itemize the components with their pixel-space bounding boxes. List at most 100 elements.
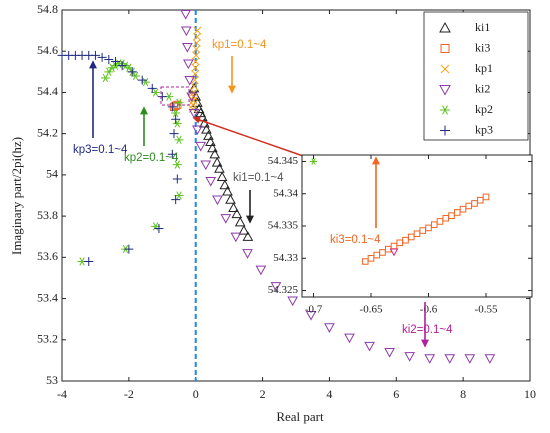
legend-marker xyxy=(440,125,450,136)
marker xyxy=(157,92,167,102)
marker xyxy=(184,75,196,86)
main-plot: -4 -2 0 2 4 6 8 10 53 53.2 53.4 53.6 53.8 54 54.2 54.4 5… xyxy=(37,2,536,401)
x-tick-label: 8 xyxy=(460,387,466,401)
zoom-arrow xyxy=(192,116,307,158)
marker xyxy=(181,26,192,37)
y-tick-label: 53.8 xyxy=(37,208,58,222)
marker xyxy=(367,254,375,262)
legend-label: kp1 xyxy=(475,61,493,75)
marker xyxy=(193,26,202,35)
marker xyxy=(465,202,473,210)
marker xyxy=(200,160,212,171)
y-tick-label: 54 xyxy=(46,167,58,181)
marker xyxy=(191,63,200,72)
marker xyxy=(228,202,239,212)
x-tick-label: -0.55 xyxy=(475,304,498,316)
y-tick-label: 53.6 xyxy=(37,249,58,263)
marker xyxy=(482,193,490,201)
x-tick-label: -0.65 xyxy=(360,304,383,316)
marker xyxy=(211,156,223,167)
marker xyxy=(255,265,267,276)
marker xyxy=(379,249,386,256)
legend-label: ki1 xyxy=(475,20,490,34)
annotation: ki2=0.1~4 xyxy=(402,324,453,336)
marker xyxy=(242,231,254,241)
legend-marker xyxy=(439,85,451,96)
marker xyxy=(137,75,147,85)
marker xyxy=(190,76,199,85)
marker xyxy=(147,83,157,93)
y-tick-label: 54.6 xyxy=(37,43,58,57)
marker xyxy=(484,354,496,364)
marker xyxy=(464,354,476,364)
x-tick-label: -0.7 xyxy=(305,304,323,316)
marker xyxy=(169,129,179,139)
marker xyxy=(90,50,100,60)
annotation: ki1=0.1~4 xyxy=(233,172,284,184)
marker xyxy=(222,185,233,196)
marker xyxy=(364,341,375,352)
marker xyxy=(180,10,192,20)
marker xyxy=(172,174,182,184)
marker xyxy=(205,136,216,147)
y-tick-label: 54.8 xyxy=(37,2,58,16)
marker xyxy=(188,108,200,119)
marker xyxy=(171,108,181,118)
x-tick-label: 10 xyxy=(524,387,536,401)
marker xyxy=(453,209,461,216)
marker xyxy=(154,223,164,233)
marker xyxy=(384,348,395,358)
marker xyxy=(203,130,214,140)
marker xyxy=(230,232,242,243)
legend-marker xyxy=(440,64,450,74)
y-tick-label: 53 xyxy=(46,373,58,387)
x-tick-label: 2 xyxy=(260,387,266,401)
marker xyxy=(444,354,456,364)
marker xyxy=(193,32,202,41)
marker xyxy=(172,160,182,169)
y-tick-label: 54.4 xyxy=(37,84,58,98)
marker xyxy=(234,216,246,227)
marker xyxy=(186,92,198,103)
marker xyxy=(344,333,355,344)
marker xyxy=(436,218,444,225)
y-tick-label: 54.345 xyxy=(268,155,299,167)
y-tick-label: 54.2 xyxy=(37,125,58,139)
marker xyxy=(191,57,200,66)
marker xyxy=(389,248,399,257)
marker xyxy=(448,212,455,219)
marker xyxy=(231,208,243,219)
marker xyxy=(167,102,177,112)
marker xyxy=(183,59,194,70)
annotation: kp3=0.1~4 xyxy=(73,144,128,156)
legend-label: ki2 xyxy=(475,81,490,95)
marker xyxy=(192,39,201,47)
y-tick-label: 54.33 xyxy=(273,252,298,264)
x-tick-label: -0.6 xyxy=(420,304,438,316)
legend-marker xyxy=(440,105,450,115)
x-tick-label: 0 xyxy=(193,387,199,401)
y-tick-label: 54.325 xyxy=(268,284,299,296)
marker xyxy=(471,200,478,207)
legend-label: kp2 xyxy=(475,102,493,116)
marker xyxy=(205,176,217,187)
y-tick-label: 53.4 xyxy=(37,290,58,304)
marker xyxy=(238,225,250,235)
annotation: ki3=0.1~4 xyxy=(330,234,381,246)
x-tick-label: 4 xyxy=(326,387,332,401)
marker xyxy=(402,236,409,244)
marker xyxy=(201,124,212,134)
y-tick-label: 53.2 xyxy=(37,332,58,346)
marker xyxy=(174,135,184,145)
x-tick-label: -2 xyxy=(124,387,134,401)
marker xyxy=(107,63,117,72)
legend-label: ki3 xyxy=(475,40,490,54)
marker xyxy=(396,239,404,247)
marker xyxy=(270,282,282,292)
marker xyxy=(220,214,232,224)
marker xyxy=(192,45,201,54)
marker xyxy=(305,310,317,321)
marker xyxy=(424,354,436,364)
marker xyxy=(216,171,228,182)
